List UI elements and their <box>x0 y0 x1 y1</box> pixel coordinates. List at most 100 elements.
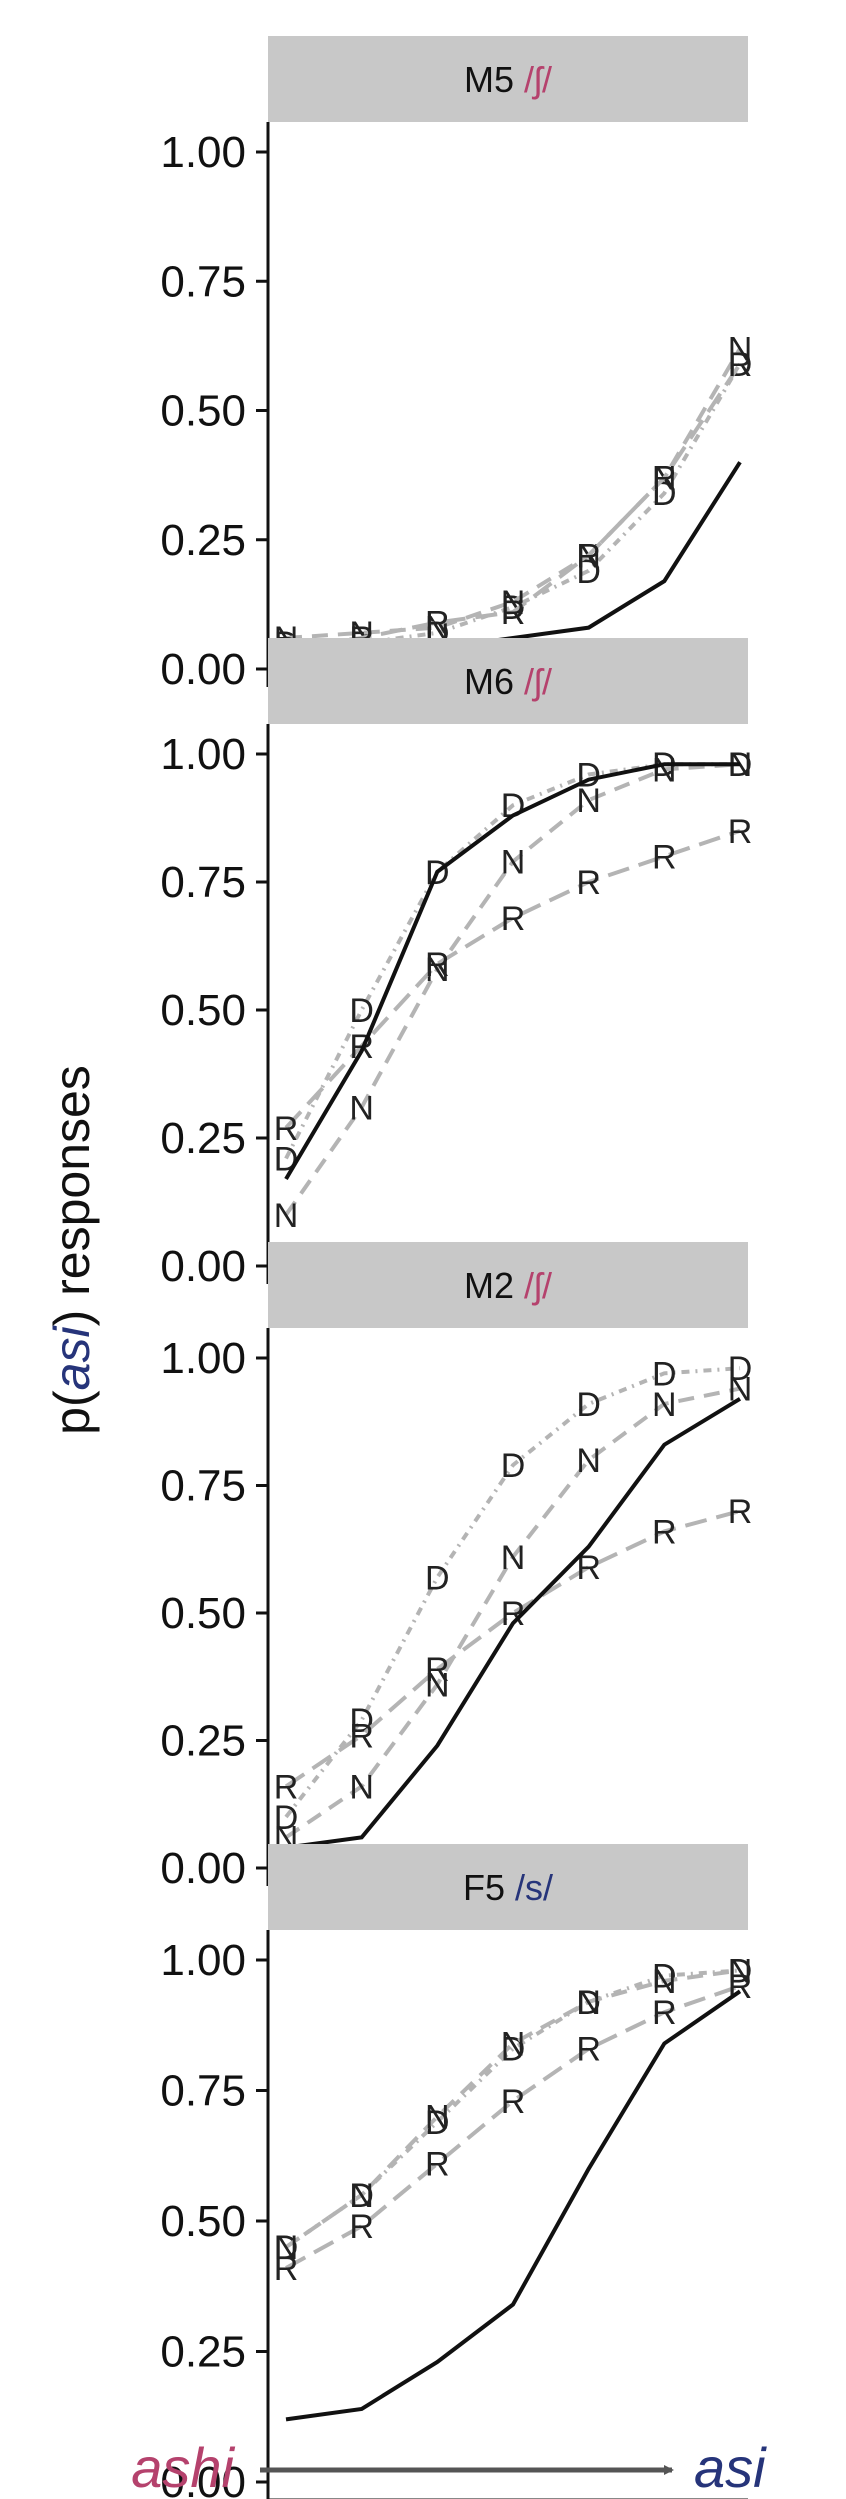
series-line-n <box>284 762 741 1216</box>
data-point-r: R <box>274 1768 299 1806</box>
y-tick-label: 0.25 <box>160 516 246 565</box>
y-tick-label: 0.50 <box>160 1589 246 1638</box>
y-tick-label: 0.25 <box>160 2328 246 2377</box>
data-point-r: R <box>501 2083 526 2121</box>
data-point-r: R <box>652 1994 677 2032</box>
facet-strip <box>268 1844 748 1930</box>
facet-strip <box>268 1242 748 1328</box>
data-point-r: R <box>576 864 601 902</box>
data-point-r: R <box>501 900 526 938</box>
data-point-d: D <box>349 992 374 1030</box>
phoneme-label: /s/ <box>515 1867 553 1908</box>
data-point-n: N <box>501 844 526 882</box>
series-line-r <box>284 1509 741 1789</box>
phoneme-label: /ʃ/ <box>524 59 552 100</box>
data-point-r: R <box>652 838 677 876</box>
y-tick-label: 1.00 <box>160 128 246 177</box>
panel-name: F5 <box>463 1867 515 1908</box>
data-point-d: D <box>274 1140 299 1178</box>
facet-strip-label: M2 /ʃ/ <box>464 1265 552 1306</box>
panel-name: M2 <box>464 1265 524 1306</box>
data-point-d: D <box>652 1958 677 1996</box>
data-point-d: D <box>425 1559 450 1597</box>
panels-group: M5 /ʃ/0.000.250.500.751.00DDDDDDDNNNNNNN… <box>160 36 752 2499</box>
data-point-d: D <box>274 2229 299 2267</box>
series-line-d <box>286 362 742 646</box>
y-tick-label: 1.00 <box>160 730 246 779</box>
data-point-n: N <box>274 1197 299 1235</box>
data-point-n: N <box>501 2026 526 2064</box>
data-point-n: N <box>728 330 753 368</box>
solid-line <box>284 762 740 1180</box>
x-axis-left-label: ashi <box>131 2436 235 2499</box>
y-tick-label: 0.75 <box>160 858 246 907</box>
data-point-d: D <box>652 1355 677 1393</box>
data-point-n: N <box>274 2229 299 2267</box>
data-point-n: N <box>425 1666 450 1704</box>
data-point-r: R <box>349 2208 374 2246</box>
solid-line <box>285 1397 742 1850</box>
data-point-r: R <box>652 1513 677 1551</box>
data-point-r: R <box>728 346 753 384</box>
data-point-r: R <box>728 1493 753 1531</box>
data-point-r: R <box>425 946 450 984</box>
data-point-n: N <box>728 1952 753 1990</box>
panel-name: M6 <box>464 661 524 702</box>
panel-m5: M5 /ʃ/0.000.250.500.751.00DDDDDDDNNNNNNN… <box>160 36 752 699</box>
solid-line <box>285 1989 742 2422</box>
facet-strip <box>268 638 748 724</box>
y-tick-label: 0.50 <box>160 2197 246 2246</box>
data-point-r: R <box>425 604 450 642</box>
data-point-n: N <box>652 1386 677 1424</box>
phoneme-label: /ʃ/ <box>524 1265 552 1306</box>
data-point-r: R <box>576 537 601 575</box>
data-point-r: R <box>425 1651 450 1689</box>
data-point-n: N <box>501 584 526 622</box>
data-point-n: N <box>576 1984 601 2022</box>
data-point-n: N <box>349 1089 374 1127</box>
data-point-d: D <box>501 1447 526 1485</box>
x-axis-annotation: ashi asi <box>131 2436 767 2499</box>
data-point-r: R <box>274 2250 299 2288</box>
data-point-r: R <box>576 2031 601 2069</box>
y-tick-label: 0.50 <box>160 387 246 436</box>
series-line-r <box>285 362 742 651</box>
series-line-n <box>284 1968 741 2249</box>
data-point-d: D <box>576 756 601 794</box>
y-tick-label: 0.00 <box>160 2458 246 2499</box>
data-point-d: D <box>728 1350 753 1388</box>
phoneme-label: /ʃ/ <box>524 661 552 702</box>
y-tick-label: 0.00 <box>160 645 246 694</box>
data-point-n: N <box>652 1963 677 2001</box>
panel-name: M5 <box>464 59 524 100</box>
data-point-r: R <box>652 460 677 498</box>
y-tick-label: 0.75 <box>160 257 246 306</box>
data-point-n: N <box>576 782 601 820</box>
facet-strip-label: M6 /ʃ/ <box>464 661 552 702</box>
data-point-r: R <box>349 1717 374 1755</box>
y-tick-label: 0.00 <box>160 1844 246 1893</box>
data-point-d: D <box>501 787 526 825</box>
series-line-d <box>284 1366 741 1819</box>
data-point-d: D <box>652 475 677 513</box>
y-tick-label: 0.00 <box>160 1242 246 1291</box>
series-line-r <box>285 1984 741 2270</box>
data-point-r: R <box>501 594 526 632</box>
data-point-n: N <box>501 1539 526 1577</box>
data-point-r: R <box>728 813 753 851</box>
data-point-d: D <box>576 1386 601 1424</box>
data-point-r: R <box>425 2146 450 2184</box>
data-point-d: D <box>349 1702 374 1740</box>
data-point-n: N <box>425 2099 450 2137</box>
data-point-n: N <box>576 1442 601 1480</box>
facet-strip <box>268 36 748 122</box>
x-axis-right-label: asi <box>694 2436 767 2499</box>
y-tick-label: 0.75 <box>160 1462 246 1511</box>
y-tick-label: 0.25 <box>160 1717 246 1766</box>
y-tick-label: 1.00 <box>160 1936 246 1985</box>
data-point-n: N <box>652 751 677 789</box>
